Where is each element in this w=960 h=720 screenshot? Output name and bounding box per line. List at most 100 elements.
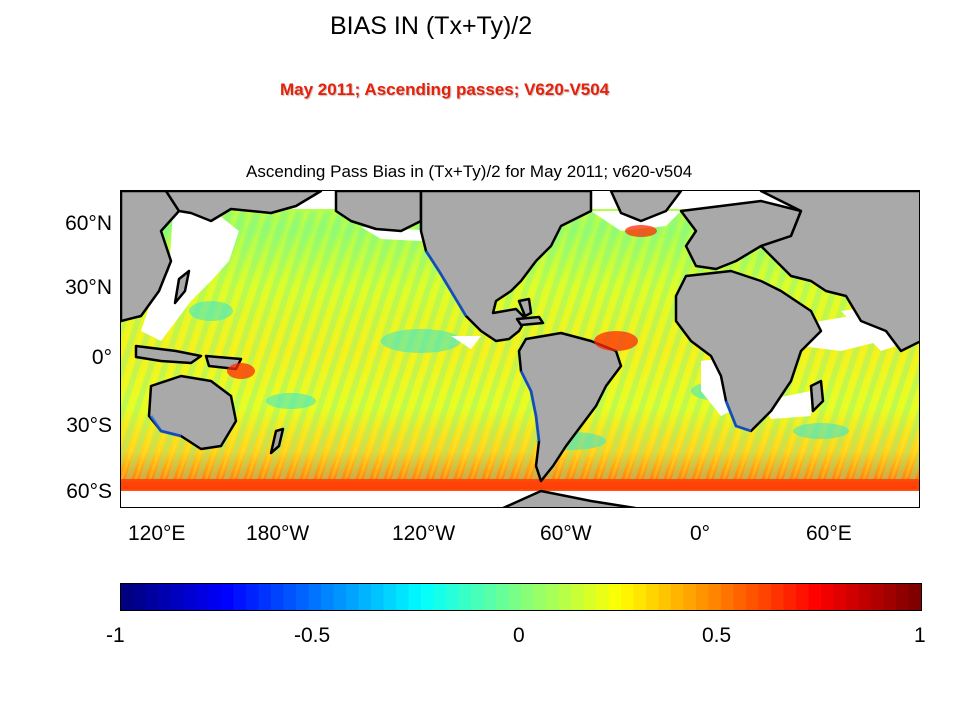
lon-label-180w: 180°W bbox=[246, 522, 310, 545]
colorbar-swatch bbox=[246, 584, 260, 610]
colorbar-swatch bbox=[258, 584, 272, 610]
colorbar-swatch bbox=[821, 584, 835, 610]
colorbar-swatch bbox=[771, 584, 785, 610]
colorbar-swatch bbox=[433, 584, 447, 610]
colorbar-swatch bbox=[121, 584, 135, 610]
colorbar-swatch bbox=[633, 584, 647, 610]
southern-ocean-band bbox=[121, 479, 919, 489]
colorbar-swatch bbox=[183, 584, 197, 610]
colorbar-swatch bbox=[533, 584, 547, 610]
colorbar-swatch bbox=[721, 584, 735, 610]
colorbar-swatch bbox=[758, 584, 772, 610]
colorbar-tick-min: -1 bbox=[106, 624, 125, 647]
colorbar-swatch bbox=[496, 584, 510, 610]
colorbar-swatch bbox=[796, 584, 810, 610]
land-europe bbox=[679, 199, 803, 271]
colorbar-swatch bbox=[408, 584, 422, 610]
colorbar-swatch bbox=[833, 584, 847, 610]
lon-label-60w: 60°W bbox=[540, 522, 592, 545]
colorbar-tick-pos-half: 0.5 bbox=[702, 624, 732, 647]
lon-label-0: 0° bbox=[690, 522, 711, 545]
colorbar-swatch bbox=[671, 584, 685, 610]
lon-label-120w: 120°W bbox=[392, 522, 456, 545]
colorbar-swatch bbox=[696, 584, 710, 610]
colorbar-swatch bbox=[346, 584, 360, 610]
hot-spots bbox=[227, 225, 657, 379]
colorbar-tick-neg-half: -0.5 bbox=[294, 624, 331, 647]
colorbar-swatch bbox=[483, 584, 497, 610]
land-florida bbox=[517, 297, 533, 318]
colorbar-swatch bbox=[896, 584, 910, 610]
colorbar-swatch bbox=[808, 584, 822, 610]
colorbar-gradient bbox=[121, 584, 921, 610]
colorbar-swatch bbox=[621, 584, 635, 610]
colorbar bbox=[120, 583, 922, 611]
land-cuba bbox=[515, 315, 545, 327]
map-title: Ascending Pass Bias in (Tx+Ty)/2 for May… bbox=[246, 162, 693, 181]
lat-label-30s: 30°S bbox=[66, 414, 112, 437]
land-asia-east bbox=[759, 191, 919, 353]
land bbox=[121, 191, 919, 507]
land-greenland bbox=[609, 191, 683, 223]
colorbar-swatch bbox=[233, 584, 247, 610]
colorbar-swatch bbox=[458, 584, 472, 610]
colorbar-swatch bbox=[383, 584, 397, 610]
colorbar-swatch bbox=[733, 584, 747, 610]
land-indonesia bbox=[134, 344, 203, 365]
colorbar-swatch bbox=[158, 584, 172, 610]
colorbar-swatch bbox=[558, 584, 572, 610]
lat-label-0: 0° bbox=[91, 346, 112, 369]
colorbar-swatch bbox=[171, 584, 185, 610]
colorbar-swatch bbox=[683, 584, 697, 610]
land-japan bbox=[173, 269, 191, 305]
colorbar-swatch bbox=[783, 584, 797, 610]
colorbar-swatch bbox=[321, 584, 335, 610]
lat-label-60n: 60°N bbox=[65, 212, 112, 235]
bias-map bbox=[120, 190, 920, 508]
coastal-fringes bbox=[149, 250, 752, 442]
colorbar-swatch bbox=[296, 584, 310, 610]
colorbar-swatch bbox=[271, 584, 285, 610]
lat-label-60s: 60°S bbox=[66, 480, 112, 503]
land-siberia bbox=[164, 191, 323, 223]
colorbar-swatch bbox=[746, 584, 760, 610]
colorbar-swatch bbox=[596, 584, 610, 610]
colorbar-swatch bbox=[508, 584, 522, 610]
colorbar-swatch bbox=[546, 584, 560, 610]
colorbar-swatch bbox=[646, 584, 660, 610]
land-africa bbox=[674, 269, 823, 433]
colorbar-swatch bbox=[571, 584, 585, 610]
colorbar-swatch bbox=[521, 584, 535, 610]
colorbar-swatch bbox=[308, 584, 322, 610]
colorbar-swatch bbox=[196, 584, 210, 610]
slide-title: BIAS IN (Tx+Ty)/2 bbox=[330, 12, 533, 40]
colorbar-swatch bbox=[708, 584, 722, 610]
land-new-zealand bbox=[269, 427, 285, 455]
colorbar-swatch bbox=[358, 584, 372, 610]
colorbar-swatch bbox=[871, 584, 885, 610]
lat-label-30n: 30°N bbox=[65, 276, 112, 299]
land-madagascar bbox=[809, 379, 825, 413]
colorbar-swatch bbox=[471, 584, 485, 610]
slide-subtitle: May 2011; Ascending passes; V620-V504 bbox=[280, 80, 610, 99]
colorbar-swatch bbox=[421, 584, 435, 610]
colorbar-tick-zero: 0 bbox=[513, 624, 525, 647]
colorbar-swatch bbox=[446, 584, 460, 610]
colorbar-swatch bbox=[608, 584, 622, 610]
colorbar-swatch bbox=[371, 584, 385, 610]
colorbar-swatch bbox=[908, 584, 921, 610]
colorbar-swatch bbox=[221, 584, 235, 610]
colorbar-swatch bbox=[396, 584, 410, 610]
colorbar-swatch bbox=[333, 584, 347, 610]
bias-map-canvas bbox=[121, 191, 919, 507]
colorbar-swatch bbox=[283, 584, 297, 610]
lon-label-120e: 120°E bbox=[128, 522, 186, 545]
colorbar-tick-max: 1 bbox=[914, 624, 926, 647]
colorbar-swatch bbox=[146, 584, 160, 610]
colorbar-swatch bbox=[883, 584, 897, 610]
land-antarctica bbox=[502, 489, 637, 507]
lon-label-60e: 60°E bbox=[806, 522, 852, 545]
colorbar-swatch bbox=[583, 584, 597, 610]
colorbar-swatch bbox=[658, 584, 672, 610]
colorbar-swatch bbox=[133, 584, 147, 610]
